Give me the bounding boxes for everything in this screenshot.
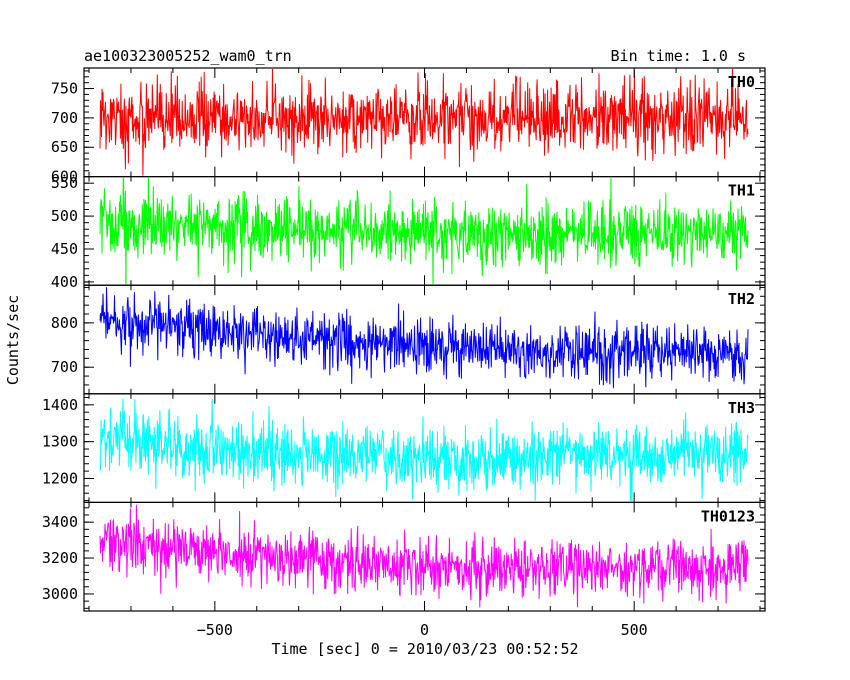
y-tick-label: 1300 (42, 433, 78, 451)
series-line-th2 (99, 287, 749, 389)
y-tick-label: 650 (51, 138, 78, 156)
y-tick-label: 1200 (42, 469, 78, 487)
band-label-th0123: TH0123 (701, 507, 755, 525)
panel-th0123: 3000 3200 3400 TH0123 (42, 501, 766, 612)
y-tick-label: 3000 (42, 585, 78, 603)
series-line-th3 (99, 398, 749, 502)
y-tick-label: 3200 (42, 549, 78, 567)
y-tick-label: 700 (51, 358, 78, 376)
y-tick-label: 800 (51, 314, 78, 332)
x-tick-label: −500 (197, 621, 233, 639)
x-axis: −500 0 500 (197, 621, 648, 639)
panel-th1: 400 450 500 550 TH1 (51, 174, 766, 291)
panels-group: 600 650 700 750 TH0 400 450 500 550 TH1 700 800 TH2 1… (42, 67, 766, 612)
chart-title: ae100323005252_wam0_trn (84, 47, 292, 65)
x-axis-label: Time [sec] 0 = 2010/03/23 00:52:52 (271, 640, 578, 658)
y-tick-label: 700 (51, 109, 78, 127)
y-tick-label: 400 (51, 273, 78, 291)
band-label-th2: TH2 (728, 290, 755, 308)
y-tick-label: 3400 (42, 513, 78, 531)
series-line-th1 (99, 177, 749, 285)
y-tick-label: 450 (51, 240, 78, 258)
x-tick-label: 0 (420, 621, 429, 639)
y-tick-label: 550 (51, 174, 78, 192)
band-label-th1: TH1 (728, 182, 755, 200)
x-tick-label: 500 (621, 621, 648, 639)
band-label-th3: TH3 (728, 399, 755, 417)
band-label-th0: TH0 (728, 73, 755, 91)
series-line-th0 (99, 69, 749, 176)
series-line-th0123 (99, 504, 749, 608)
y-tick-label: 600 (51, 168, 78, 186)
y-tick-label: 750 (51, 80, 78, 98)
y-tick-label: 500 (51, 207, 78, 225)
y-axis-label: Counts/sec (4, 295, 22, 385)
y-tick-label: 1400 (42, 396, 78, 414)
panel-th2: 700 800 TH2 (51, 284, 766, 395)
bin-time-label: Bin time: 1.0 s (611, 47, 746, 65)
